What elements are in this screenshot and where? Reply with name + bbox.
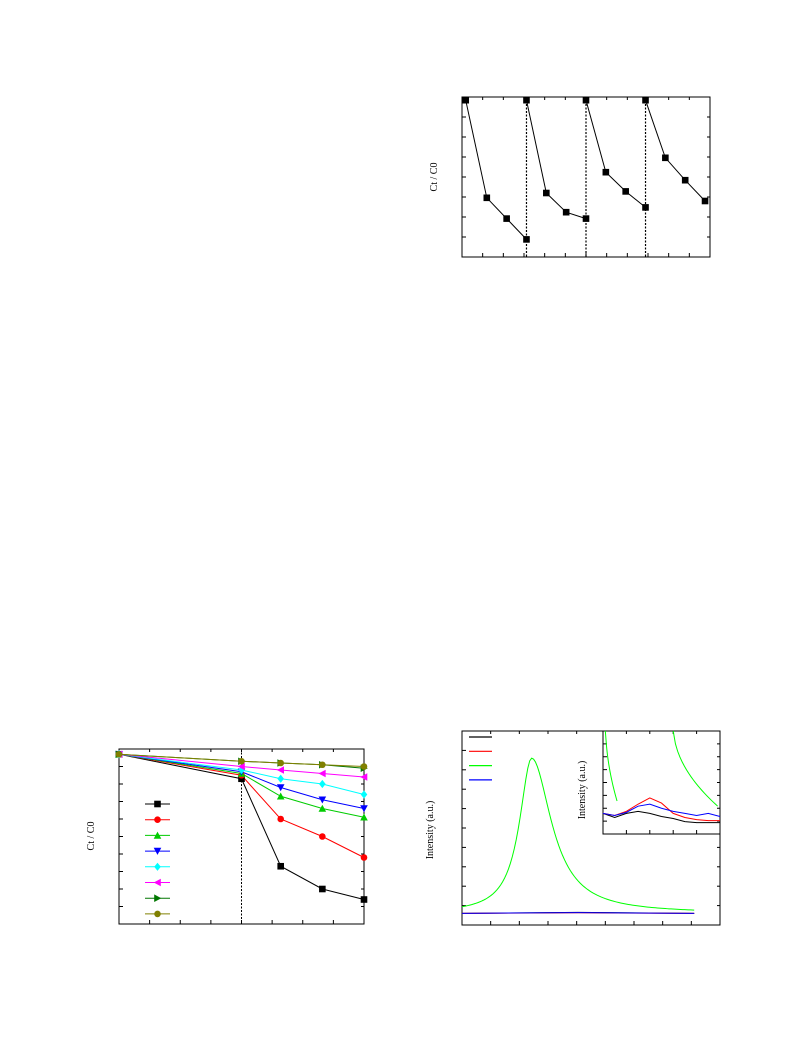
dye-lines [118, 753, 365, 900]
cycle-point [582, 96, 590, 104]
cycle-point [503, 215, 510, 222]
inset-series-line [602, 810, 720, 824]
dye-legend-marker [154, 800, 161, 808]
dye-legend-marker [153, 847, 162, 855]
dye-point [360, 763, 368, 770]
dye-legend [145, 800, 170, 918]
dye-point [319, 833, 326, 840]
spectrum-legend [469, 736, 492, 781]
cycle-line [585, 100, 646, 208]
inset-y-axis-label: Intensity (a.u.) [577, 761, 588, 820]
dye-legend-marker [153, 831, 162, 839]
dye-legend-marker [153, 878, 161, 887]
inset-peak-left [604, 730, 618, 802]
dye-point [319, 885, 326, 893]
dye-point [318, 769, 326, 778]
inset-peak-right [672, 730, 718, 807]
cycle-dividers [525, 97, 647, 257]
cycle-line [525, 100, 587, 220]
dye-point [319, 761, 326, 769]
cycle-markers [462, 96, 709, 243]
cycle-point [483, 194, 491, 202]
dye-point [276, 784, 285, 792]
cycle-point [622, 188, 629, 195]
cycle-chart: Ct / C0 [429, 96, 711, 258]
cycle-ticks [462, 97, 710, 257]
cycle-point [662, 154, 669, 162]
cycle-plot-frame [461, 96, 711, 258]
dye-point [360, 896, 368, 903]
dye-point [276, 766, 284, 774]
dye-y-axis-label: Ct / C0 [86, 822, 97, 851]
dye-legend-marker [154, 862, 161, 871]
inset-lines [602, 730, 721, 824]
cycle-line [465, 100, 527, 240]
spectrum-series-line [461, 757, 695, 911]
dye-point [238, 775, 245, 783]
dye-point [238, 757, 245, 765]
inset-series-line [602, 803, 721, 817]
spectrum-chart: Intensity (a.u.) Intensity (a.u.) [425, 730, 721, 926]
cycle-line [645, 100, 706, 202]
spectrum-series-line [461, 912, 695, 914]
cycle-point [642, 96, 649, 104]
inset-plot-frame [602, 730, 721, 835]
inset-series-line [602, 797, 720, 822]
spectrum-y-axis-label: Intensity (a.u.) [425, 801, 436, 860]
dye-point [360, 790, 368, 799]
cycle-point [642, 204, 649, 211]
cycle-point [582, 215, 590, 222]
dye-point [276, 792, 285, 800]
cycle-point [543, 189, 550, 197]
cycle-lines [465, 100, 706, 240]
dye-point [115, 750, 123, 758]
cycle-point [462, 96, 470, 104]
dye-point [277, 815, 285, 823]
dye-point [237, 762, 245, 771]
dye-point [318, 796, 327, 804]
dye-point [319, 779, 326, 789]
cycle-point [523, 96, 530, 104]
cycle-point [523, 236, 530, 243]
dye-markers [115, 750, 368, 903]
dye-legend-marker [154, 816, 161, 823]
dye-point [360, 773, 368, 781]
spectrum-inset: Intensity (a.u.) [577, 730, 721, 835]
dye-ticks [119, 749, 364, 924]
dye-point [277, 862, 284, 870]
cycle-point [602, 168, 610, 176]
dye-legend-marker [154, 894, 162, 902]
cycle-point [562, 208, 570, 216]
dye-point [360, 813, 368, 821]
dye-point [360, 854, 368, 861]
cycle-point [681, 176, 689, 184]
dye-point [318, 804, 327, 812]
cycle-point [701, 197, 709, 205]
dye-point [360, 805, 368, 813]
dye-point [277, 774, 284, 783]
dye-legend-marker [154, 910, 161, 918]
dye-point [277, 759, 285, 767]
spectrum-lines [461, 757, 695, 914]
cycle-y-axis-label: Ct / C0 [429, 163, 440, 192]
dye-chart: Ct / C0 [86, 748, 368, 925]
